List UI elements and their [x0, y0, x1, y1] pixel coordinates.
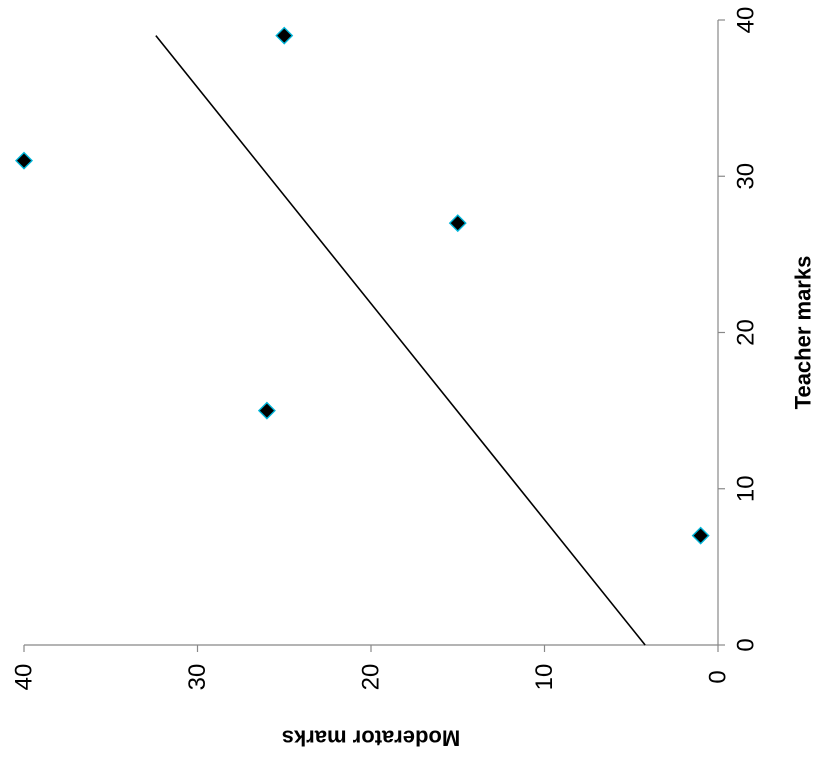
data-point: [15, 151, 33, 170]
trendline: [155, 35, 646, 646]
moderator-tick-label: 30: [184, 664, 211, 691]
tick-labels: 0 10 20 30 40 0 10 20 30 40: [11, 7, 760, 691]
moderator-tick-label: 20: [358, 664, 385, 691]
x-axis-title: Teacher marks: [791, 256, 816, 410]
teacher-tick-label: 10: [733, 475, 760, 502]
y-axis-title: Moderator marks: [282, 726, 461, 751]
teacher-tick-label: 0: [733, 638, 760, 651]
data-point: [257, 401, 276, 420]
teacher-tick-label: 30: [733, 163, 760, 190]
data-point: [691, 526, 710, 545]
data-point: [275, 26, 294, 45]
axes: [23, 19, 725, 652]
moderator-tick-label: 40: [11, 664, 38, 691]
data-point: [448, 214, 467, 233]
moderator-tick-label: 0: [705, 670, 732, 683]
data-points: [15, 26, 710, 545]
axis-titles: Teacher marks Moderator marks: [282, 256, 816, 751]
teacher-tick-label: 40: [733, 7, 760, 34]
trendline-segment: [155, 35, 646, 646]
moderator-tick-label: 10: [531, 664, 558, 691]
teacher-tick-label: 20: [733, 319, 760, 346]
